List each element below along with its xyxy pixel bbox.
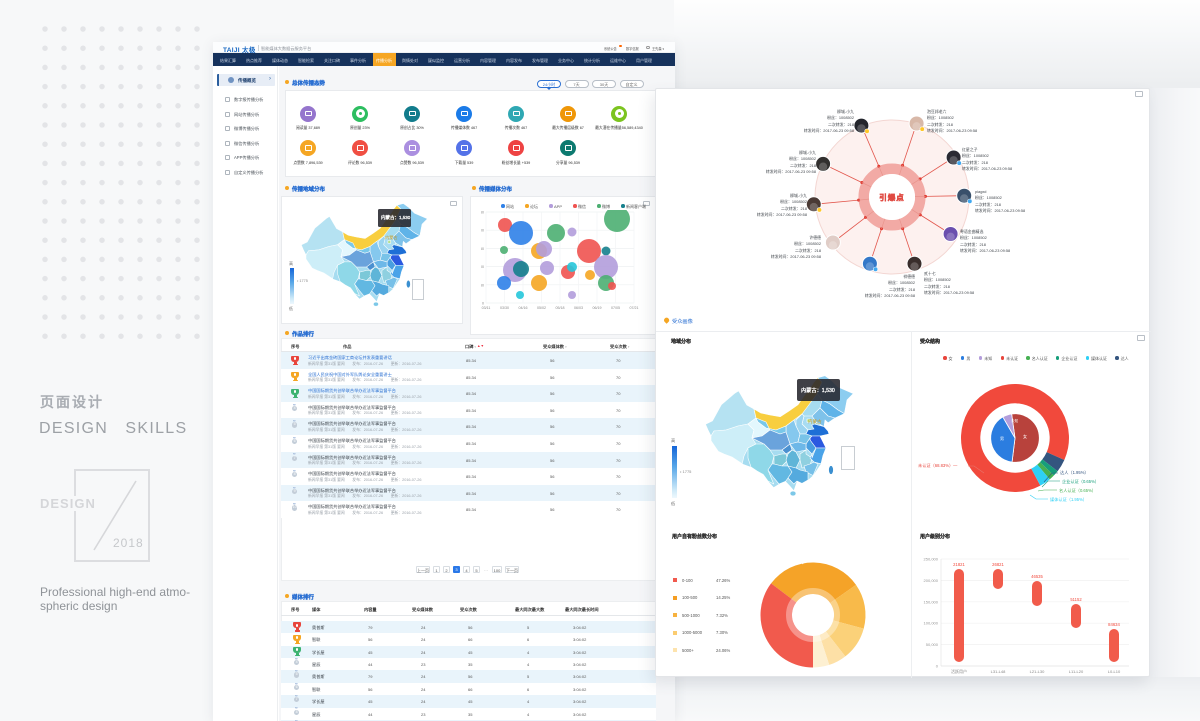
svg-text:50: 50 bbox=[481, 283, 484, 287]
svg-text:100: 100 bbox=[481, 265, 484, 269]
svg-text:L31-L48: L31-L48 bbox=[991, 669, 1006, 674]
svg-text:200,000: 200,000 bbox=[924, 578, 939, 583]
svg-text:21821: 21821 bbox=[953, 562, 965, 567]
svg-text:07/21: 07/21 bbox=[630, 306, 639, 310]
svg-text:50,000: 50,000 bbox=[926, 642, 939, 647]
svg-text:84634: 84634 bbox=[1108, 622, 1120, 627]
svg-text:03/11: 03/11 bbox=[482, 306, 491, 310]
svg-text:250: 250 bbox=[481, 211, 484, 215]
svg-text:06/03: 06/03 bbox=[574, 306, 583, 310]
svg-text:150,000: 150,000 bbox=[924, 599, 939, 604]
svg-text:04/16: 04/16 bbox=[519, 306, 528, 310]
svg-text:05/02: 05/02 bbox=[537, 306, 546, 310]
svg-text:03/30: 03/30 bbox=[500, 306, 509, 310]
svg-text:06/19: 06/19 bbox=[593, 306, 602, 310]
svg-text:100,000: 100,000 bbox=[924, 621, 939, 626]
svg-text:250,000: 250,000 bbox=[924, 557, 939, 562]
svg-text:51152: 51152 bbox=[1070, 597, 1082, 602]
svg-text:L21-L30: L21-L30 bbox=[1030, 669, 1045, 674]
svg-text:26821: 26821 bbox=[992, 562, 1004, 567]
svg-text:0: 0 bbox=[936, 664, 939, 669]
svg-text:07/05: 07/05 bbox=[611, 306, 620, 310]
svg-text:150: 150 bbox=[481, 247, 484, 251]
svg-text:46535: 46535 bbox=[1031, 574, 1043, 579]
svg-text:L11-L20: L11-L20 bbox=[1069, 669, 1084, 674]
svg-text:活跃用户: 活跃用户 bbox=[951, 668, 967, 674]
svg-text:05/18: 05/18 bbox=[556, 306, 565, 310]
svg-text:200: 200 bbox=[481, 229, 484, 233]
svg-text:0: 0 bbox=[482, 302, 484, 306]
svg-text:L0-L10: L0-L10 bbox=[1108, 669, 1121, 674]
